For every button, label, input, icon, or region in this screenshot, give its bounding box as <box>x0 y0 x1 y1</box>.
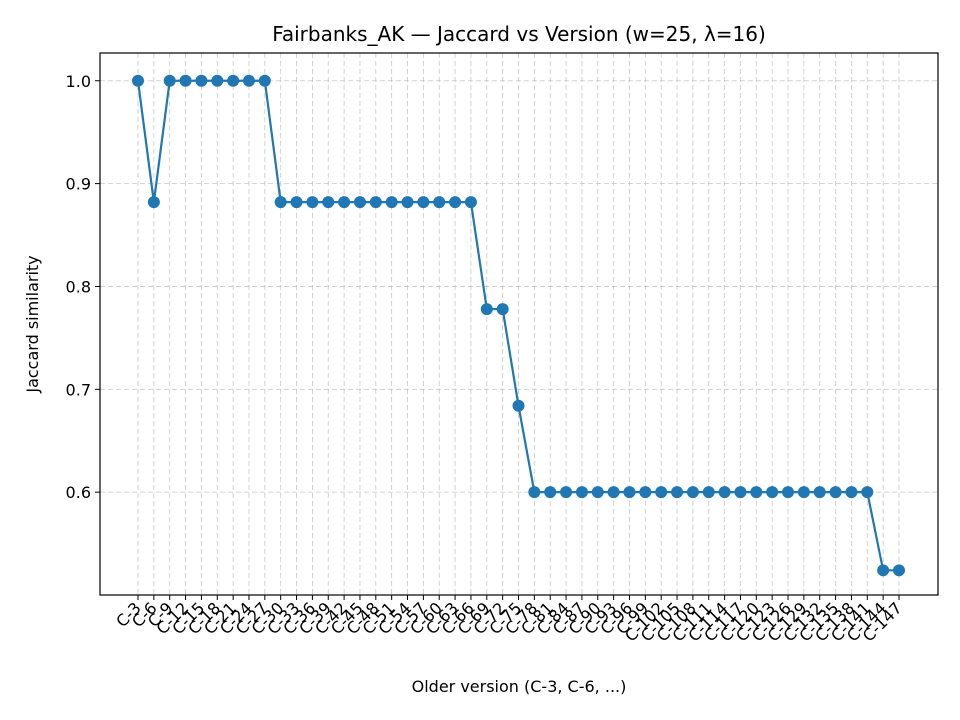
data-point <box>464 196 477 209</box>
data-point <box>338 196 351 209</box>
data-point <box>829 486 842 499</box>
data-point <box>797 486 810 499</box>
data-point <box>607 486 620 499</box>
data-point <box>496 303 509 316</box>
data-point <box>655 486 668 499</box>
y-tick-label: 0.7 <box>66 380 91 399</box>
data-point <box>480 303 493 316</box>
grid <box>100 53 938 595</box>
data-point <box>861 486 874 499</box>
data-point <box>195 74 208 87</box>
data-point <box>702 486 715 499</box>
data-point <box>322 196 335 209</box>
data-point <box>718 486 731 499</box>
data-point <box>766 486 779 499</box>
data-point <box>433 196 446 209</box>
data-point <box>877 564 890 577</box>
plot-frame <box>99 52 939 596</box>
data-point <box>671 486 684 499</box>
data-point <box>274 196 287 209</box>
data-point <box>623 486 636 499</box>
data-point <box>306 196 319 209</box>
data-point <box>132 74 144 87</box>
data-point <box>512 399 525 412</box>
data-point <box>782 486 795 499</box>
data-point <box>544 486 557 499</box>
y-axis: 0.6 0.7 0.8 0.9 1.0 <box>66 72 100 502</box>
data-point <box>560 486 573 499</box>
data-point <box>258 74 271 87</box>
data-point <box>591 486 604 499</box>
data-point <box>528 486 541 499</box>
x-axis: C-3C-6C-9C-12C-15C-18C-21C-24C-27C-30C-3… <box>112 595 906 645</box>
series-layer <box>132 74 905 577</box>
data-point <box>639 486 652 499</box>
data-point <box>734 486 747 499</box>
x-axis-title: Older version (C-3, C-6, ...) <box>412 677 627 696</box>
data-point <box>401 196 414 209</box>
data-point <box>845 486 858 499</box>
data-point <box>290 196 303 209</box>
data-point <box>686 486 699 499</box>
data-point <box>417 196 430 209</box>
data-point <box>575 486 588 499</box>
y-tick-label: 0.6 <box>66 483 91 502</box>
data-point <box>211 74 224 87</box>
data-point <box>179 74 192 87</box>
data-point <box>385 196 398 209</box>
data-point <box>750 486 763 499</box>
data-point <box>353 196 366 209</box>
y-tick-label: 0.8 <box>66 277 91 296</box>
y-axis-title: Jaccard similarity <box>23 255 42 393</box>
data-point <box>147 196 160 209</box>
data-point <box>893 564 905 577</box>
data-point <box>813 486 826 499</box>
data-point <box>449 196 462 209</box>
chart-title: Fairbanks_AK — Jaccard vs Version (w=25,… <box>272 22 766 46</box>
data-point <box>369 196 382 209</box>
data-point <box>163 74 176 87</box>
y-tick-label: 0.9 <box>66 175 91 194</box>
data-point <box>242 74 255 87</box>
data-point <box>227 74 240 87</box>
y-tick-label: 1.0 <box>66 72 91 91</box>
